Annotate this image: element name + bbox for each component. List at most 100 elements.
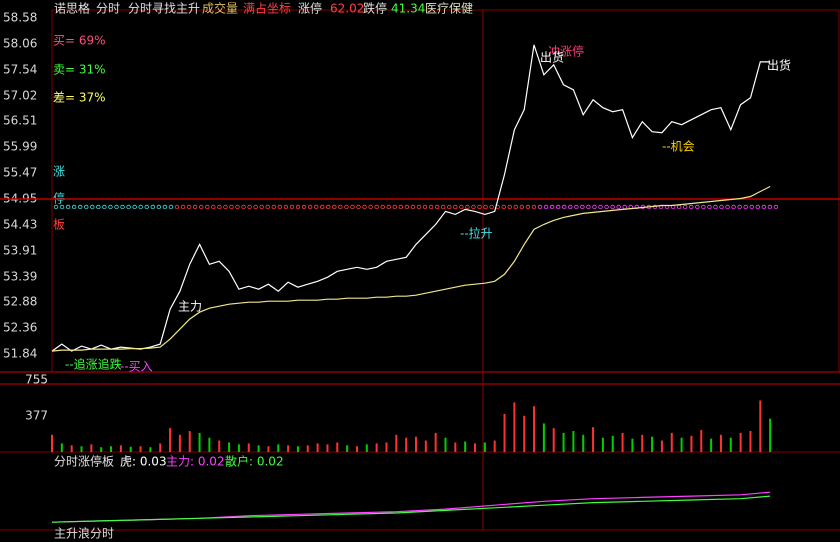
volume-bar: [601, 437, 604, 452]
volume-bar: [51, 434, 53, 452]
volume-bar: [621, 432, 624, 452]
y-tick-label: 51.84: [3, 347, 37, 361]
header-item: 分时寻找主升: [128, 2, 200, 16]
y-tick-label: 377: [25, 409, 48, 423]
signal-dot: [428, 204, 434, 210]
annotation: 出货: [767, 58, 791, 73]
volume-bar: [277, 444, 280, 452]
signal-dot: [725, 204, 730, 210]
signal-dot: [513, 204, 518, 210]
signal-dot: [465, 204, 470, 210]
signal-dot: [59, 204, 65, 210]
signal-dot: [277, 204, 283, 210]
signal-dot: [168, 204, 174, 210]
signal-dot: [108, 204, 113, 210]
signal-dot: [459, 204, 464, 210]
signal-dot: [132, 204, 137, 210]
signal-dot: [205, 204, 210, 210]
signal-dot: [223, 204, 228, 210]
volume-bar: [208, 437, 211, 452]
y-tick-label: 57.02: [3, 88, 37, 102]
volume-bar: [424, 440, 427, 452]
signal-dot: [398, 204, 404, 210]
header-item: 成交量: [202, 1, 238, 16]
signal-dot: [307, 204, 313, 210]
header-item: 满占坐标: [243, 1, 291, 16]
volume-bar: [552, 428, 555, 452]
volume-bar: [375, 443, 378, 452]
signal-dot: [380, 204, 385, 210]
volume-bar: [287, 445, 290, 452]
volume-bar: [228, 442, 231, 452]
signal-dot: [259, 204, 264, 210]
volume-bar: [503, 413, 506, 452]
footer-title: 主升浪分时: [54, 526, 114, 541]
signal-dot: [562, 204, 567, 210]
volume-bar: [749, 431, 752, 452]
signal-dot: [447, 204, 452, 210]
side-label: 停: [53, 191, 65, 206]
signal-dot: [441, 204, 446, 210]
signal-dot: [634, 204, 639, 210]
volume-bar: [119, 445, 122, 452]
series-line: [51, 495, 771, 523]
signal-dot: [362, 204, 367, 210]
price-frame: [51, 9, 840, 373]
volume-bar: [513, 402, 516, 452]
signal-dot: [580, 204, 585, 210]
volume-bar: [631, 438, 634, 452]
signal-dot: [374, 204, 379, 210]
volume-bar: [572, 431, 575, 452]
signal-dot: [689, 204, 694, 210]
volume-bar: [257, 445, 260, 452]
signal-dot: [295, 204, 301, 210]
signal-dot: [386, 204, 391, 210]
signal-dot: [598, 204, 603, 210]
header-item: 41.34: [391, 2, 425, 16]
signal-dot: [507, 204, 512, 210]
signal-dot: [144, 204, 149, 210]
volume-bar: [769, 418, 772, 452]
volume-bar: [464, 441, 467, 452]
signal-dot: [174, 204, 180, 210]
signal-dot: [356, 204, 361, 210]
side-label: 差= 37%: [53, 91, 106, 105]
legend-entry: 主力: 0.02: [166, 455, 225, 469]
volume-bar: [474, 443, 477, 452]
y-tick-label: 53.91: [3, 243, 37, 257]
volume-bar: [365, 444, 368, 452]
volume-bar: [296, 446, 299, 452]
volume-bar: [237, 444, 240, 452]
series-line: [51, 491, 771, 523]
signal-dot: [713, 204, 718, 210]
volume-bar: [562, 432, 565, 452]
volume-bar: [188, 431, 191, 452]
signal-dot: [707, 204, 712, 210]
volume-bar: [110, 446, 113, 452]
signal-dot: [313, 204, 319, 210]
signal-dot: [320, 204, 325, 210]
annotation: --拉升: [460, 226, 493, 241]
y-tick-label: 54.43: [3, 217, 37, 231]
y-tick-label: 55.47: [3, 166, 37, 180]
volume-bar: [660, 440, 663, 452]
signal-dot: [114, 204, 119, 210]
volume-bar: [346, 445, 349, 452]
signal-dot: [326, 204, 331, 210]
signal-dot: [235, 204, 240, 210]
volume-bar: [444, 437, 447, 452]
volume-bar: [316, 443, 319, 452]
volume-bar: [690, 435, 693, 452]
y-tick-label: 58.58: [3, 10, 37, 24]
volume-bar: [414, 436, 417, 452]
side-label: 买= 69%: [53, 34, 106, 48]
signal-dot: [186, 204, 192, 210]
signal-dot: [53, 204, 59, 210]
volume-bar: [405, 437, 408, 452]
y-tick-label: 57.54: [3, 62, 37, 76]
volume-bar: [218, 440, 221, 452]
signal-dot: [180, 204, 186, 210]
signal-dot: [519, 204, 525, 210]
volume-bar: [80, 446, 83, 452]
